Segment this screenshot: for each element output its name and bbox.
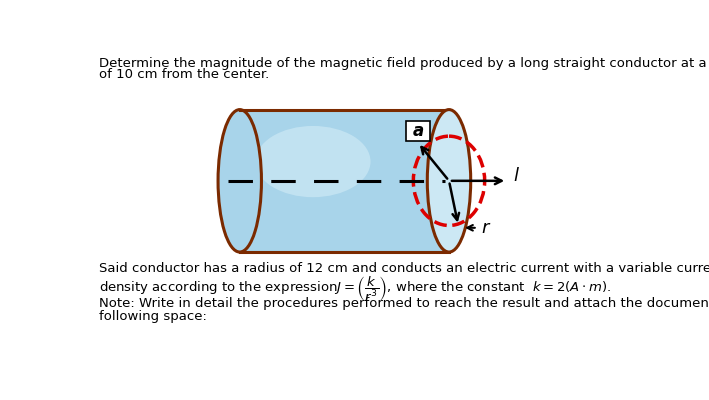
Text: density according to the expression$J = \left(\dfrac{k}{r^3}\right)$, where the : density according to the expression$J = … bbox=[99, 274, 612, 304]
Text: l: l bbox=[513, 167, 518, 185]
Text: of 10 cm from the center.: of 10 cm from the center. bbox=[99, 68, 269, 81]
Text: a: a bbox=[413, 122, 423, 140]
Bar bbox=[406, 121, 430, 141]
Ellipse shape bbox=[428, 110, 471, 252]
Text: Determine the magnitude of the magnetic field produced by a long straight conduc: Determine the magnitude of the magnetic … bbox=[99, 57, 709, 70]
Text: Said conductor has a radius of 12 cm and conducts an electric current with a var: Said conductor has a radius of 12 cm and… bbox=[99, 262, 709, 275]
Polygon shape bbox=[240, 110, 449, 252]
Ellipse shape bbox=[255, 126, 371, 197]
Text: r: r bbox=[481, 219, 489, 237]
Text: following space:: following space: bbox=[99, 310, 207, 323]
Ellipse shape bbox=[218, 110, 262, 252]
Text: Note: Write in detail the procedures performed to reach the result and attach th: Note: Write in detail the procedures per… bbox=[99, 298, 709, 310]
